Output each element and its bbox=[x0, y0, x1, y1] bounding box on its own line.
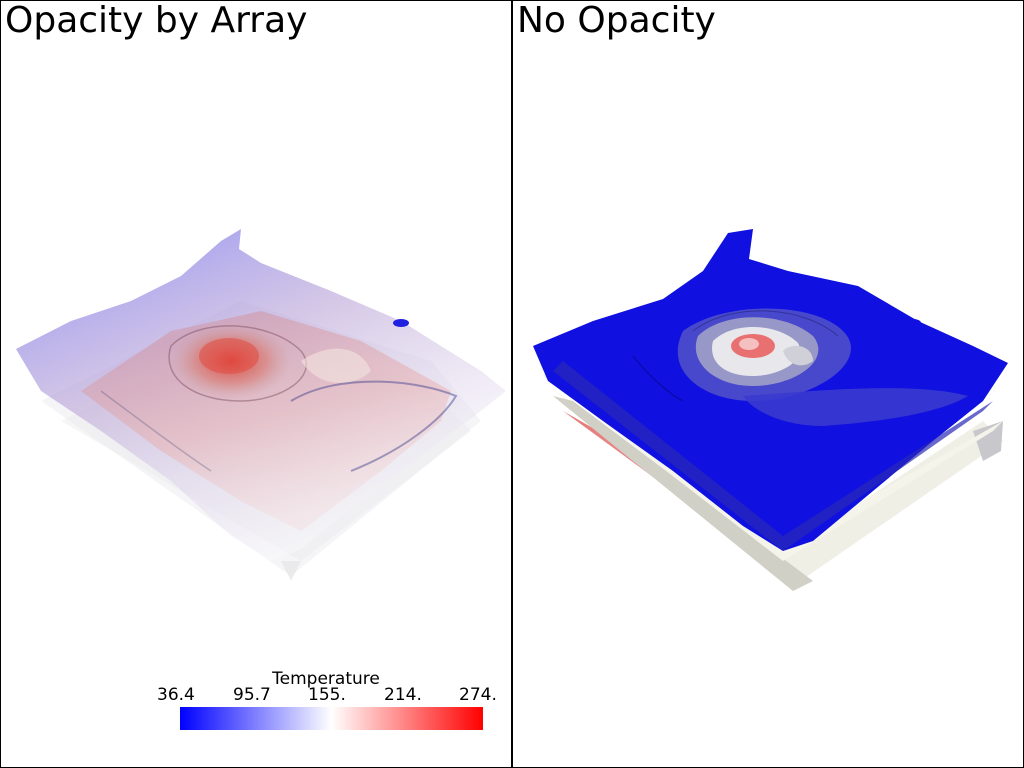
viewport-title: Opacity by Array bbox=[5, 1, 308, 41]
viewport-divider bbox=[511, 1, 513, 767]
volume-render-opaque[interactable] bbox=[513, 1, 1023, 767]
viewport-title: No Opacity bbox=[517, 1, 716, 41]
scalar-bar-label-2: 155. bbox=[308, 685, 346, 705]
viewport-no-opacity[interactable]: No Opacity bbox=[513, 1, 1023, 767]
scalar-bar-label-1: 95.7 bbox=[233, 685, 271, 705]
scalar-bar[interactable]: Temperature 36.4 95.7 155. 214. 274. bbox=[151, 669, 501, 735]
scalar-bar-gradient bbox=[180, 707, 483, 730]
viewport-opacity-by-array[interactable]: Opacity by Array Temperature 36.4 95.7 1… bbox=[1, 1, 511, 767]
scalar-bar-label-0: 36.4 bbox=[157, 685, 195, 705]
scalar-bar-label-3: 214. bbox=[384, 685, 422, 705]
scalar-bar-title: Temperature bbox=[272, 669, 380, 689]
scalar-bar-label-4: 274. bbox=[459, 685, 497, 705]
scalar-bar-labels: 36.4 95.7 155. 214. 274. bbox=[151, 685, 501, 705]
volume-render-translucent[interactable] bbox=[1, 1, 511, 767]
